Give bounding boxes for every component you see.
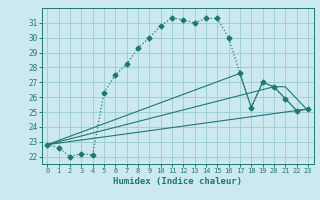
X-axis label: Humidex (Indice chaleur): Humidex (Indice chaleur)	[113, 177, 242, 186]
